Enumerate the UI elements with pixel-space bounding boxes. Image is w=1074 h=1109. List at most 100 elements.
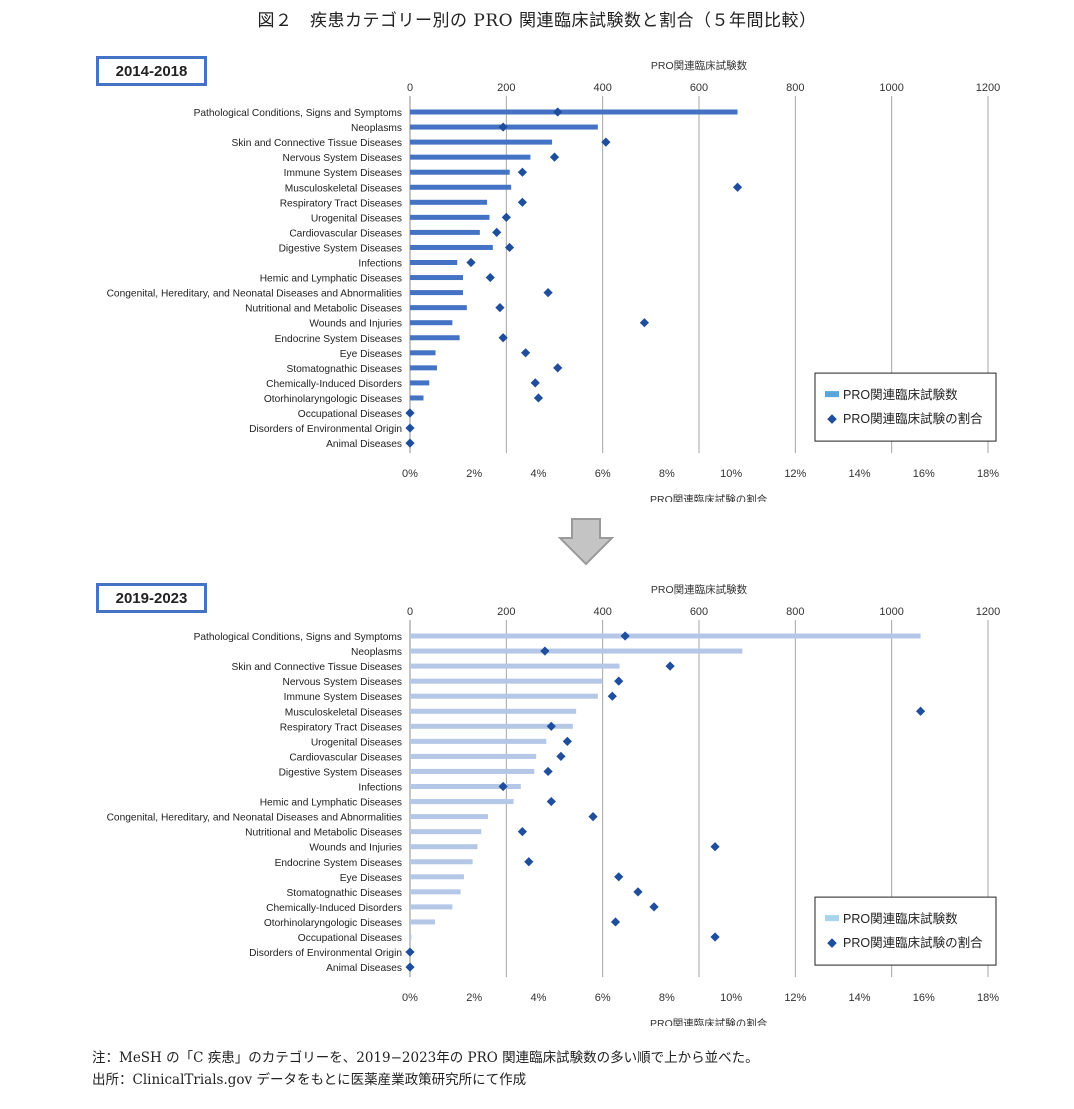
category-label: Chemically-Induced Disorders [266, 379, 402, 390]
category-label: Urogenital Diseases [311, 737, 402, 748]
count-bar [410, 395, 424, 401]
legend-box [814, 896, 997, 966]
category-label: Wounds and Injuries [309, 843, 402, 854]
legend-label-share: PRO関連臨床試験の割合 [843, 411, 983, 426]
top-tick-label: 1000 [879, 606, 903, 618]
count-bar [410, 633, 921, 639]
share-diamond [620, 631, 630, 641]
category-label: Hemic and Lymphatic Diseases [260, 798, 402, 809]
share-diamond [649, 902, 659, 912]
category-label: Digestive System Diseases [279, 767, 402, 778]
down-arrow-icon [557, 518, 615, 570]
count-bar [410, 708, 577, 714]
legend-diamond-swatch [827, 414, 837, 424]
category-label: Animal Diseases [326, 963, 402, 974]
count-bar [410, 904, 453, 910]
category-label: Musculoskeletal Diseases [285, 183, 402, 194]
bottom-tick-label: 10% [720, 992, 742, 1004]
bottom-tick-label: 0% [402, 992, 418, 1004]
count-bar [410, 678, 603, 684]
category-label: Otorhinolaryngologic Diseases [264, 394, 402, 405]
top-tick-label: 1200 [976, 82, 1000, 94]
share-diamond [639, 318, 650, 328]
bottom-tick-label: 16% [913, 992, 935, 1004]
share-diamond [498, 333, 508, 343]
count-bar [410, 889, 461, 895]
legend-box [814, 372, 997, 442]
category-label: Skin and Connective Tissue Diseases [232, 662, 402, 673]
bottom-tick-label: 2% [466, 992, 482, 1004]
category-label: Respiratory Tract Diseases [280, 198, 402, 209]
top-tick-label: 800 [786, 82, 804, 94]
bottom-tick-label: 2% [466, 468, 482, 480]
category-label: Disorders of Environmental Origin [249, 424, 402, 435]
legend-label-share: PRO関連臨床試験の割合 [843, 935, 983, 950]
category-label: Immune System Diseases [284, 168, 402, 179]
top-tick-label: 1000 [879, 82, 903, 94]
count-bar [410, 814, 489, 820]
share-diamond [665, 661, 675, 671]
count-bar [410, 663, 620, 669]
note-line: 注：MeSH の「C 疾患」のカテゴリーを、2019−2023年の PRO 関連… [92, 1050, 759, 1066]
share-diamond [546, 796, 556, 807]
category-label: Respiratory Tract Diseases [280, 722, 402, 733]
share-diamond [614, 676, 624, 686]
count-bar [410, 874, 464, 880]
count-bar [410, 799, 514, 805]
category-label: Pathological Conditions, Signs and Sympt… [194, 108, 402, 119]
share-diamond [466, 257, 476, 268]
count-bar [410, 139, 553, 145]
top-axis-title: PRO関連臨床試験数 [651, 59, 748, 72]
bottom-tick-label: 8% [659, 992, 675, 1004]
share-diamond [549, 152, 560, 162]
panel-label-2014-2018: 2014-2018 [96, 56, 207, 86]
top-axis-title: PRO関連臨床試験数 [651, 583, 748, 596]
share-diamond [710, 842, 720, 852]
count-bar [410, 260, 458, 265]
bottom-axis-title: PRO関連臨床試験の割合 [650, 493, 768, 502]
count-bar [410, 723, 573, 729]
category-label: Eye Diseases [340, 873, 402, 884]
category-label: Pathological Conditions, Signs and Sympt… [194, 632, 402, 643]
share-diamond [710, 932, 720, 942]
count-bar [410, 350, 436, 356]
share-diamond [607, 691, 617, 701]
category-label: Occupational Diseases [298, 933, 402, 944]
bottom-tick-label: 16% [913, 468, 935, 480]
share-diamond [533, 393, 544, 403]
share-diamond [915, 706, 926, 716]
category-label: Endocrine System Diseases [275, 334, 402, 345]
share-diamond [405, 962, 415, 972]
bottom-tick-label: 8% [659, 468, 675, 480]
count-bar [410, 365, 437, 371]
count-bar [410, 648, 743, 654]
category-label: Chemically-Induced Disorders [266, 903, 402, 914]
count-bar [410, 305, 467, 311]
count-bar [410, 829, 482, 835]
category-label: Nervous System Diseases [283, 153, 402, 164]
category-label: Wounds and Injuries [309, 319, 402, 330]
top-tick-label: 200 [497, 606, 515, 618]
share-diamond [543, 766, 553, 777]
share-diamond [495, 303, 505, 313]
bottom-tick-label: 6% [595, 992, 611, 1004]
share-diamond [562, 736, 572, 746]
category-label: Digestive System Diseases [279, 243, 402, 254]
bottom-tick-label: 18% [977, 468, 999, 480]
category-label: Animal Diseases [326, 439, 402, 450]
top-tick-label: 0 [407, 606, 413, 618]
category-label: Neoplasms [351, 647, 402, 658]
category-label: Cardiovascular Diseases [289, 752, 402, 763]
count-bar [410, 784, 521, 789]
share-diamond [732, 182, 743, 192]
legend-label-count: PRO関連臨床試験数 [843, 387, 958, 402]
category-label: Skin and Connective Tissue Diseases [232, 138, 402, 149]
share-diamond [405, 408, 415, 418]
category-label: Eye Diseases [340, 349, 402, 360]
share-diamond [540, 646, 550, 656]
source-line: 出所：ClinicalTrials.gov データをもとに医薬産業政策研究所にて… [92, 1072, 527, 1088]
bottom-tick-label: 12% [784, 468, 806, 480]
share-diamond [504, 242, 515, 253]
count-bar [410, 290, 463, 296]
count-bar [410, 214, 490, 220]
